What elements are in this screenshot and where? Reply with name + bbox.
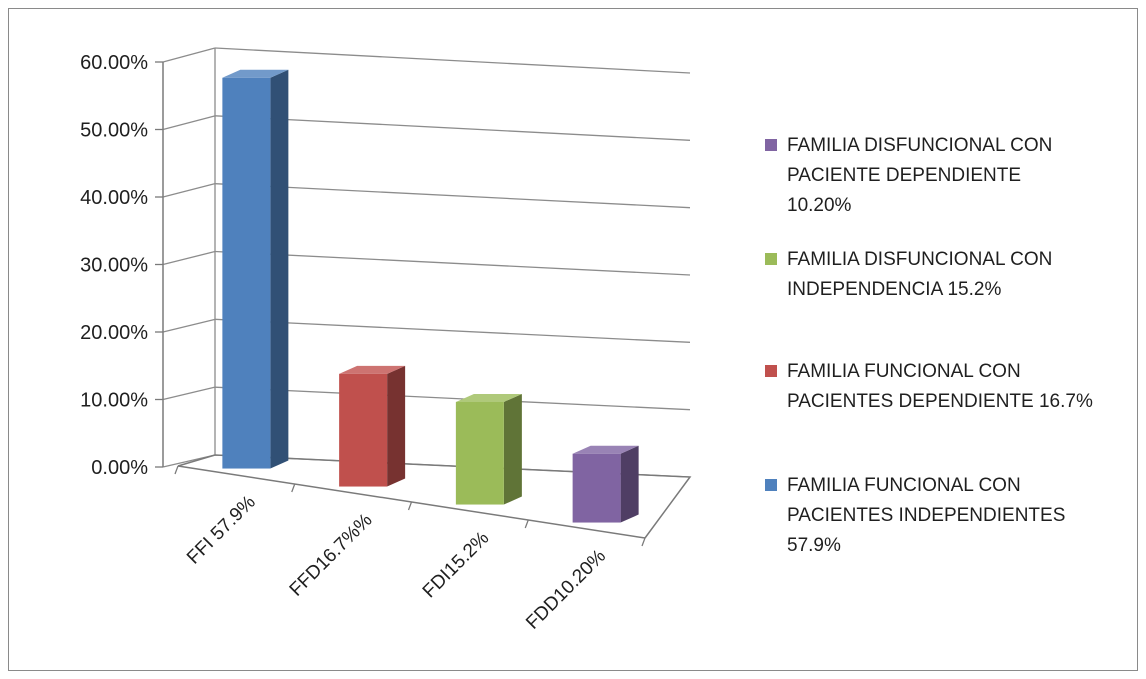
bar — [222, 77, 271, 469]
bar-side-face — [503, 393, 522, 505]
legend-swatch — [765, 365, 777, 377]
y-tick-label: 0.00% — [91, 457, 148, 479]
side-gridline — [162, 386, 216, 401]
side-gridline — [162, 47, 216, 63]
y-tick-label: 10.00% — [80, 390, 148, 412]
bar — [572, 453, 621, 523]
y-tick-label: 60.00% — [80, 52, 148, 74]
bar-side-face — [270, 69, 289, 469]
gridline — [214, 115, 691, 141]
x-tick-label: FDD10.20% — [522, 546, 610, 634]
legend-label: FAMILIA DISFUNCIONAL CON — [787, 249, 1052, 270]
legend-label: PACIENTES INDEPENDIENTES — [787, 505, 1065, 526]
side-gridline — [162, 250, 216, 266]
side-gridline — [162, 183, 216, 198]
bar-top-face — [222, 69, 289, 78]
x-tick-mark — [174, 465, 179, 475]
legend-swatch — [765, 139, 777, 151]
bar-top-face — [339, 365, 406, 374]
legend-label: FAMILIA FUNCIONAL CON — [787, 475, 1021, 496]
y-tick-label: 50.00% — [80, 120, 148, 142]
x-axis-floor — [177, 454, 692, 539]
bar-side-face — [620, 445, 639, 523]
bar-side-face — [387, 365, 406, 487]
bar — [455, 401, 504, 505]
bar-top-face — [455, 393, 522, 402]
y-tick-label: 40.00% — [80, 187, 148, 209]
legend-label: INDEPENDENCIA 15.2% — [787, 279, 1001, 300]
x-tick-label: FFD16.7%% — [286, 510, 377, 601]
legend-label: PACIENTE DEPENDIENTE — [787, 165, 1021, 186]
gridline — [214, 183, 691, 209]
gridline — [214, 250, 691, 276]
gridline — [214, 318, 691, 343]
gridline — [214, 47, 691, 74]
x-tick-mark — [524, 519, 529, 529]
side-gridline — [162, 115, 216, 131]
x-tick-mark — [407, 501, 413, 511]
x-tick-mark — [641, 537, 646, 547]
legend-label: 10.20% — [787, 195, 852, 216]
chart-frame — [8, 8, 1138, 671]
x-tick-mark — [291, 483, 296, 493]
bar-top-face — [572, 445, 639, 454]
y-tick-label: 30.00% — [80, 255, 148, 277]
bar — [339, 373, 388, 487]
side-gridline — [162, 318, 216, 333]
legend-swatch — [765, 253, 777, 265]
x-tick-label: FFI 57.9% — [183, 492, 260, 569]
gridline — [214, 386, 691, 411]
legend-swatch — [765, 479, 777, 491]
legend-label: FAMILIA FUNCIONAL CON — [787, 361, 1021, 382]
x-tick-label: FDI15.2% — [419, 528, 494, 603]
legend-label: 57.9% — [787, 535, 841, 556]
y-tick-label: 20.00% — [80, 322, 148, 344]
legend-label: PACIENTES DEPENDIENTE 16.7% — [787, 391, 1093, 412]
legend-label: FAMILIA DISFUNCIONAL CON — [787, 135, 1052, 156]
